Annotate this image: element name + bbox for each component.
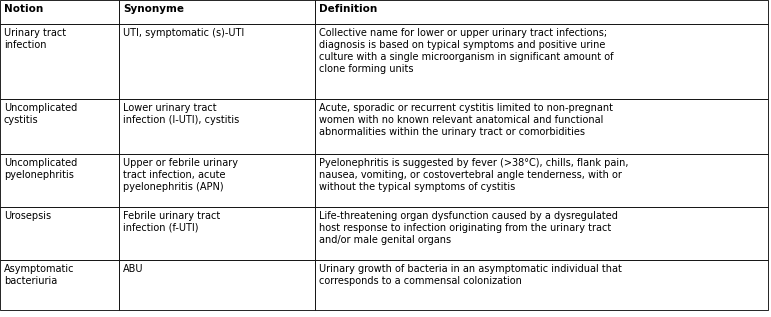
Bar (0, 24, 119, 99)
Text: Urosepsis: Urosepsis (4, 211, 51, 221)
Bar (315, 154, 768, 207)
Text: Pyelonephritis is suggested by fever (>38°C), chills, flank pain,
nausea, vomiti: Pyelonephritis is suggested by fever (>3… (319, 158, 628, 192)
Text: Notion: Notion (4, 4, 43, 14)
Text: Lower urinary tract
infection (l-UTI), cystitis: Lower urinary tract infection (l-UTI), c… (123, 103, 239, 125)
Bar (119, 24, 315, 99)
Bar (315, 260, 768, 310)
Text: Asymptomatic
bacteriuria: Asymptomatic bacteriuria (4, 264, 75, 286)
Text: Febrile urinary tract
infection (f-UTI): Febrile urinary tract infection (f-UTI) (123, 211, 221, 233)
Bar (119, 99, 315, 154)
Bar (0, 154, 119, 207)
Bar (0, 207, 119, 260)
Text: Urinary tract
infection: Urinary tract infection (4, 28, 66, 50)
Text: Definition: Definition (319, 4, 377, 14)
Bar (0, 260, 119, 310)
Bar (119, 260, 315, 310)
Text: ABU: ABU (123, 264, 143, 274)
Text: Uncomplicated
pyelonephritis: Uncomplicated pyelonephritis (4, 158, 77, 180)
Text: Life-threatening organ dysfunction caused by a dysregulated
host response to inf: Life-threatening organ dysfunction cause… (319, 211, 618, 245)
Text: Uncomplicated
cystitis: Uncomplicated cystitis (4, 103, 77, 125)
Bar (119, 207, 315, 260)
Bar (119, 154, 315, 207)
Bar (315, 99, 768, 154)
Text: UTI, symptomatic (s)-UTI: UTI, symptomatic (s)-UTI (123, 28, 244, 38)
Text: Synonyme: Synonyme (123, 4, 184, 14)
Bar (0, 0, 119, 24)
Bar (119, 0, 315, 24)
Bar (315, 0, 768, 24)
Bar (315, 207, 768, 260)
Text: Upper or febrile urinary
tract infection, acute
pyelonephritis (APN): Upper or febrile urinary tract infection… (123, 158, 238, 192)
Text: Urinary growth of bacteria in an asymptomatic individual that
corresponds to a c: Urinary growth of bacteria in an asympto… (319, 264, 622, 286)
Text: Acute, sporadic or recurrent cystitis limited to non-pregnant
women with no know: Acute, sporadic or recurrent cystitis li… (319, 103, 613, 137)
Bar (315, 24, 768, 99)
Bar (0, 99, 119, 154)
Text: Collective name for lower or upper urinary tract infections;
diagnosis is based : Collective name for lower or upper urina… (319, 28, 614, 74)
